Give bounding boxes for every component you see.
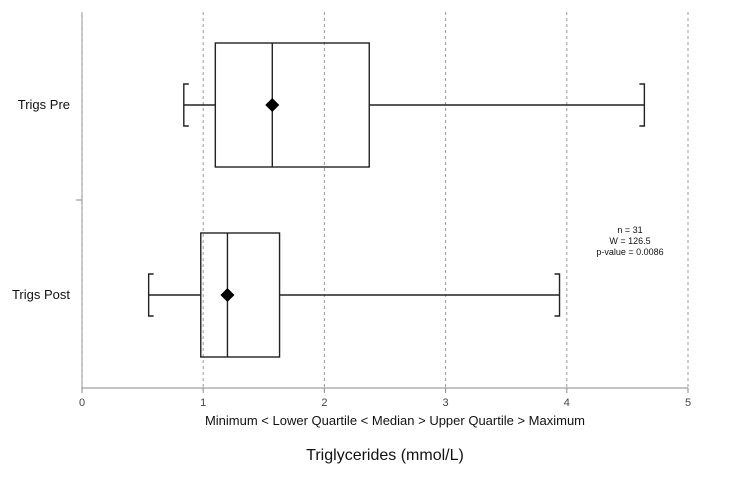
stats-annotation: n = 31W = 126.5p-value = 0.0086: [596, 225, 663, 257]
max-cap: [639, 83, 646, 127]
x-tick-label: 5: [685, 397, 691, 409]
min-cap: [147, 273, 154, 317]
iqr-box: [200, 232, 281, 358]
box-plots: [147, 42, 646, 358]
category-label: Trigs Post: [12, 287, 70, 302]
stat-line: p-value = 0.0086: [596, 247, 663, 257]
category-labels: Trigs Pre Trigs Post: [12, 97, 82, 302]
boxplot-trigs-pre: [183, 42, 646, 168]
stat-line: W = 126.5: [609, 236, 650, 246]
x-tick-label: 0: [79, 397, 85, 409]
boxplot-trigs-post: [147, 232, 561, 358]
category-label: Trigs Pre: [18, 97, 70, 112]
iqr-box: [214, 42, 370, 168]
x-tick-label: 1: [200, 397, 206, 409]
x-axis-label: Triglycerides (mmol/L): [306, 447, 464, 464]
mean-marker: [265, 98, 280, 112]
x-tick-label: 4: [564, 397, 570, 409]
x-tick-label: 3: [443, 397, 449, 409]
grid-lines: [81, 12, 689, 388]
mean-marker: [220, 288, 235, 302]
x-tick-label: 2: [321, 397, 327, 409]
x-axis-ticks: 0 1 2 3 4 5: [79, 388, 691, 409]
chart-subtitle: Minimum < Lower Quartile < Median > Uppe…: [205, 413, 585, 428]
min-cap: [183, 83, 189, 127]
stat-line: n = 31: [617, 225, 642, 235]
max-cap: [554, 273, 561, 317]
